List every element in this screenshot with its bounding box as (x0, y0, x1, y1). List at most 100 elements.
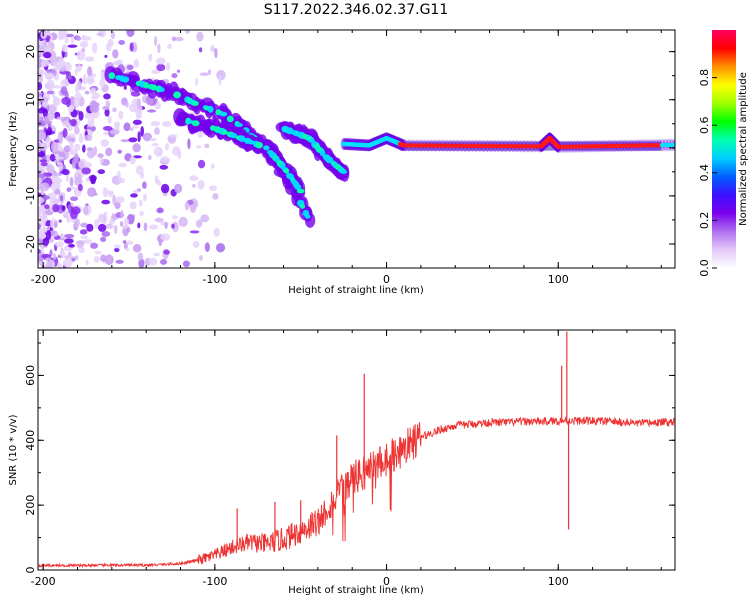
spectrogram-line-core (525, 144, 531, 149)
spectrogram-speckle (46, 90, 54, 95)
spectrogram-speckle (197, 179, 205, 190)
spectrogram-speckle (130, 193, 138, 198)
spectrogram-speckle (132, 125, 139, 129)
spectrogram-speckle (60, 33, 66, 40)
spectrogram-speckle (151, 142, 159, 147)
spectrogram-speckle (137, 131, 141, 143)
spectrogram-speckle (43, 51, 52, 59)
snr-xtick-label: -100 (202, 575, 227, 588)
spectrogram-speckle (91, 111, 95, 122)
spectrogram-speckle (76, 49, 86, 61)
spectrogram-line-core (510, 143, 516, 149)
spectrogram-speckle (160, 233, 171, 241)
spectrogram-speckle (85, 177, 90, 183)
spectrogram-xtick-label: 100 (548, 273, 569, 286)
spectrogram-speckle (129, 42, 134, 52)
spectrogram-ytick-label: -10 (24, 187, 37, 205)
colorbar-tick-label: 0.8 (698, 69, 711, 87)
spectrogram-speckle (71, 158, 76, 169)
spectrogram-speckle (156, 179, 162, 186)
spectrogram-line-core (462, 143, 468, 149)
spectrogram-speckle (40, 59, 50, 67)
spectrogram-speckle (118, 110, 124, 120)
spectrogram-speckle (207, 69, 212, 75)
spectrogram-speckle (109, 218, 114, 226)
spectrogram-speckle (38, 177, 43, 185)
spectrogram-speckle (171, 36, 177, 42)
spectrogram-ytick-label: -20 (24, 235, 37, 253)
spectrogram-speckle (133, 58, 140, 68)
spectrogram-ridge-core (219, 111, 228, 117)
spectrogram-line-core (410, 143, 416, 148)
spectrogram-speckle (137, 222, 141, 229)
snr-panel: -200 -100 0 100 0 200 400 600 Height of straigh… (8, 329, 676, 596)
spectrogram-speckle (110, 31, 116, 40)
spectrogram-speckle (47, 111, 55, 121)
spectrogram-speckle (103, 93, 111, 100)
spectrogram-line-core (455, 143, 461, 148)
spectrogram-speckle (129, 156, 136, 165)
spectrogram-speckle (97, 213, 105, 224)
spectrogram-speckle (174, 36, 184, 42)
spectrogram-ridge-core (340, 169, 348, 175)
spectrogram-speckle (102, 187, 109, 198)
snr-ytick-label: 600 (24, 365, 37, 386)
spectrogram-speckle (47, 104, 57, 113)
spectrogram-ridge-core (294, 184, 302, 190)
spectrogram-speckle (136, 110, 143, 120)
spectrogram-speckle (118, 39, 125, 45)
spectrogram-speckle (54, 221, 58, 228)
spectrogram-speckle (106, 190, 114, 196)
spectrogram-speckle (78, 133, 84, 144)
spectrogram-speckle (38, 241, 42, 248)
spectrogram-speckle (94, 250, 102, 255)
spectrogram-speckle (45, 79, 55, 91)
spectrogram-speckle (84, 90, 90, 95)
spectrogram-line-core (429, 143, 435, 148)
chart-title: S117.2022.346.02.37.G11 (264, 2, 449, 18)
spectrogram-speckle (104, 108, 110, 117)
spectrogram-speckle (90, 174, 97, 185)
spectrogram-ridge-core (255, 141, 263, 149)
spectrogram-speckle (38, 151, 45, 158)
spectrogram-speckle (204, 143, 210, 149)
spectrogram-speckle (156, 63, 166, 72)
spectrogram-speckle (126, 64, 134, 70)
spectrogram-speckle (184, 201, 189, 211)
spectrogram-speckle (58, 219, 62, 223)
spectrogram-ridge-core (283, 168, 290, 174)
spectrogram-speckle (149, 257, 158, 266)
spectrogram-speckle (196, 31, 204, 42)
spectrogram-speckle (74, 143, 81, 151)
spectrogram-speckle (77, 183, 83, 192)
spectrogram-line-core (466, 143, 472, 149)
spectrogram-speckle (123, 122, 131, 132)
spectrogram-speckle (85, 161, 92, 168)
spectrogram-speckle (144, 257, 152, 267)
spectrogram-speckle (84, 134, 93, 142)
colorbar-tick-label: 0.4 (698, 164, 711, 182)
spectrogram-xlabel: Height of straight line (km) (288, 285, 424, 296)
spectrogram-speckle (99, 157, 104, 164)
spectrogram-speckle (137, 252, 144, 261)
spectrogram-speckle (182, 260, 190, 268)
spectrogram-speckle (38, 100, 42, 107)
colorbar: 0.0 0.2 0.4 0.6 0.8 Normalized spectral ampl… (698, 30, 749, 277)
spectrogram-speckle (149, 137, 157, 142)
spectrogram-speckle (171, 72, 178, 79)
colorbar-tick-label: 0.6 (698, 116, 711, 134)
spectrogram-speckle (38, 223, 41, 231)
spectrogram-speckle (65, 33, 75, 38)
spectrogram-speckle (81, 167, 91, 175)
spectrogram-speckle (113, 244, 121, 249)
spectrogram-line-core (495, 143, 501, 149)
spectrogram-ridge-core (207, 105, 214, 113)
spectrogram-speckle (59, 194, 64, 202)
spectrogram-line-core (477, 143, 483, 149)
spectrogram-line-core (529, 144, 535, 149)
spectrogram-speckle (58, 264, 62, 268)
spectrogram-speckle (45, 261, 53, 268)
spectrogram-speckle (61, 120, 69, 127)
spectrogram-speckle (90, 87, 97, 95)
